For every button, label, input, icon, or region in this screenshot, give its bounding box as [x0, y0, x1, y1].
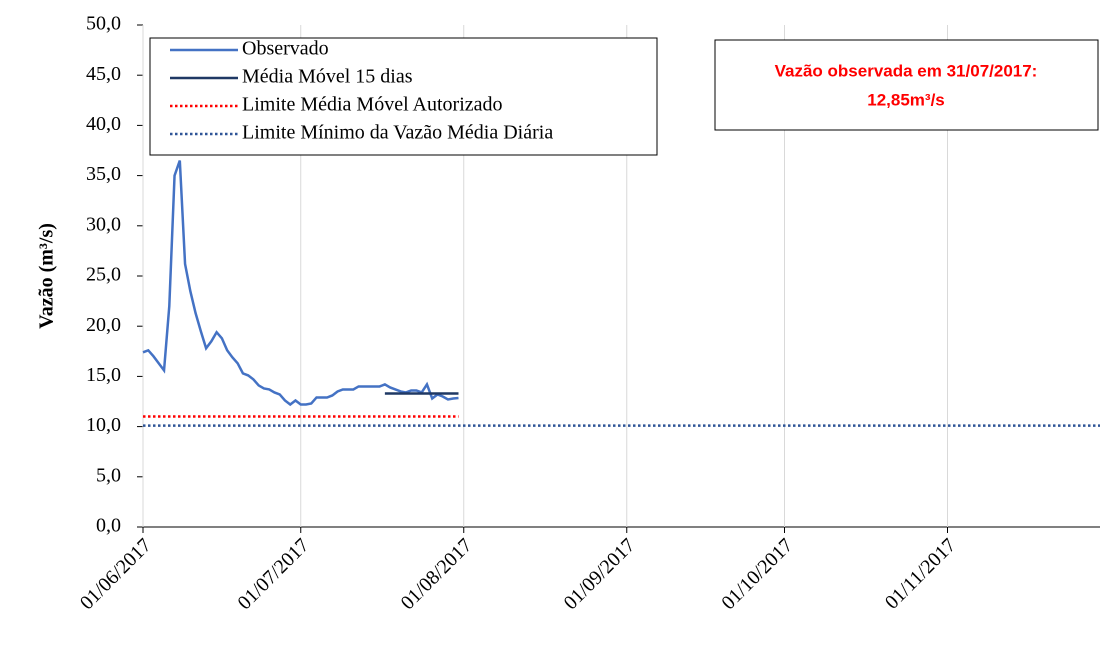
y-tick-label: 25,0	[86, 264, 121, 286]
x-tick-label: 01/10/2017	[717, 534, 797, 614]
y-tick-label: 15,0	[86, 364, 121, 386]
y-tick-label: 0,0	[96, 515, 121, 537]
legend-label: Observado	[242, 38, 329, 60]
y-axis-title: Vazão (m³/s)	[36, 223, 58, 329]
y-tick-label: 50,0	[86, 13, 121, 35]
y-tick-label: 5,0	[96, 464, 121, 486]
legend: Observado Média Móvel 15 dias Limite Média…	[149, 37, 658, 156]
x-tick-label: 01/11/2017	[881, 534, 960, 613]
y-tick-label: 30,0	[86, 213, 121, 235]
y-tick-label: 45,0	[86, 63, 121, 85]
y-tick-label: 35,0	[86, 163, 121, 185]
y-tick-label: 20,0	[86, 314, 121, 336]
x-tick-label: 01/07/2017	[234, 534, 314, 614]
legend-label: Limite Mínimo da Vazão Média Diária	[242, 122, 553, 144]
annotation: 12,85m³/s	[867, 90, 945, 109]
legend-label: Limite Média Móvel Autorizado	[242, 94, 503, 116]
x-tick-label: 01/06/2017	[76, 534, 156, 614]
y-tick-label: 10,0	[86, 414, 121, 436]
annotation-box	[714, 39, 1099, 131]
legend-label: Média Móvel 15 dias	[242, 66, 413, 88]
legend-box	[149, 37, 658, 156]
x-tick-label: 01/09/2017	[560, 534, 640, 614]
annotation: Vazão observada em 31/07/2017:	[775, 61, 1038, 80]
x-tick-label: 01/08/2017	[397, 534, 477, 614]
y-tick-label: 40,0	[86, 113, 121, 135]
